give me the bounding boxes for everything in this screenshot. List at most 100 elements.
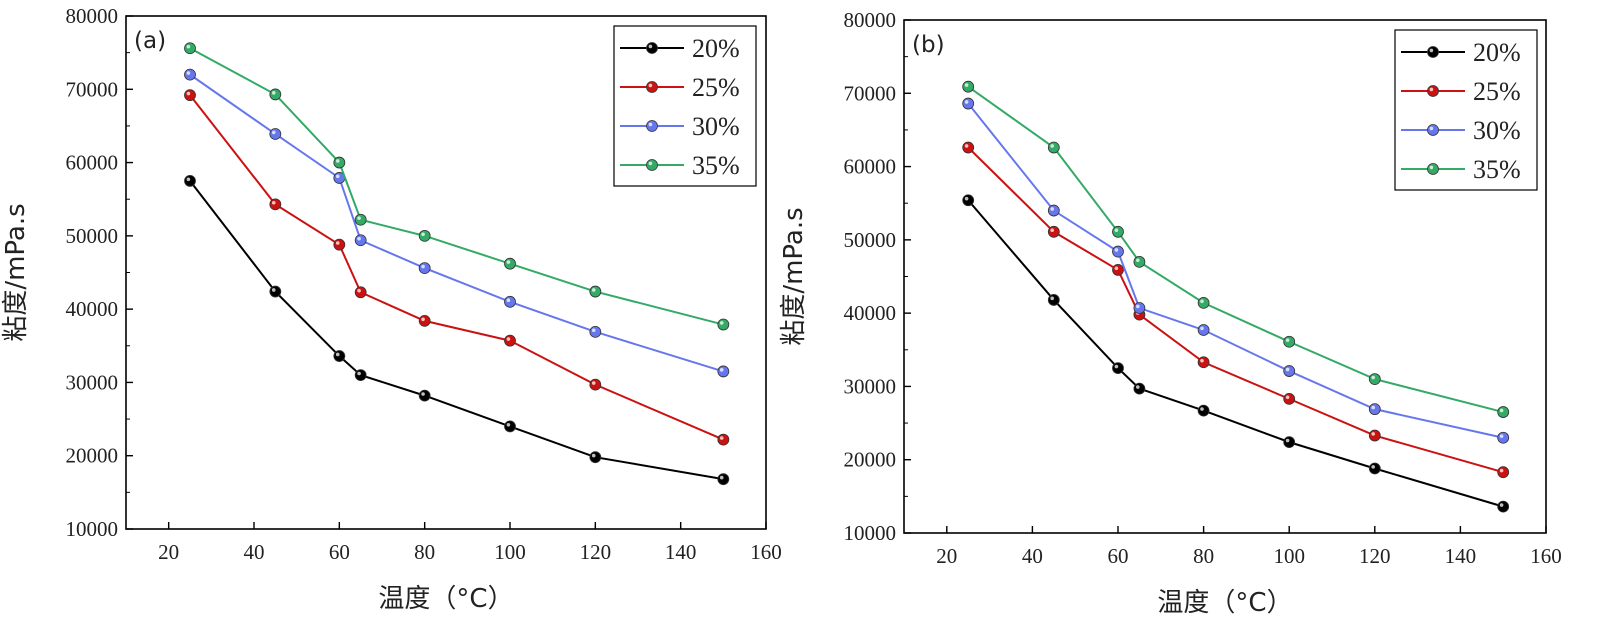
data-point [1133,255,1146,268]
data-point-highlight [591,453,596,458]
legend-marker [1427,46,1439,58]
data-point [269,88,282,101]
data-point-highlight [186,71,191,75]
series-line [189,94,724,441]
series-line [967,146,1504,474]
x-tick-label: 120 [1359,544,1391,568]
data-point [1283,392,1296,405]
legend-marker [646,81,658,93]
data-point-highlight [271,130,276,135]
data-point [418,314,431,327]
data-point-highlight [335,352,340,357]
data-point [333,350,346,362]
legend: 20% 25% 30% 35% [1394,29,1538,191]
data-point [1368,403,1381,416]
data-point [1197,356,1210,369]
panel-label: (a) [134,28,166,54]
x-tick-label: 20 [936,544,957,568]
data-point-highlight [1285,395,1290,400]
data-point [1497,431,1510,444]
data-point-highlight [1050,207,1054,211]
data-point [269,128,282,140]
data-point-highlight [1050,144,1054,148]
data-point [184,174,196,187]
legend-marker-highlight [648,161,653,166]
data-point [1497,500,1510,513]
legend-label: 25% [692,73,740,102]
data-point-highlight [964,144,969,148]
data-point-highlight [1285,367,1290,372]
y-axis-title: 粘度/mPa.s [779,207,809,345]
data-point [269,285,282,298]
data-point [1112,362,1124,375]
data-point [504,420,516,433]
x-tick-label: 80 [414,540,435,564]
data-point [1047,204,1060,217]
legend-marker-highlight [648,83,653,88]
data-point [504,334,516,347]
y-axis-title: 粘度/mPa.s [1,203,31,341]
series-line [189,180,724,481]
data-point-highlight [1499,468,1504,473]
data-point [1368,429,1381,442]
y-tick-label: 70000 [66,77,119,101]
data-point [184,68,196,81]
x-tick-label: 60 [1108,544,1129,568]
x-tick-label: 60 [329,540,350,564]
data-point-highlight [357,216,361,220]
data-point-highlight [186,177,191,182]
y-tick-label: 80000 [66,4,119,28]
y-tick-label: 20000 [66,444,119,468]
data-point [1283,365,1296,377]
data-point [1197,404,1210,417]
data-point-highlight [1200,326,1204,331]
data-point-highlight [1200,407,1204,411]
x-tick-label: 40 [1022,544,1043,568]
data-point-highlight [1499,503,1504,507]
data-point [1497,466,1510,479]
legend-label: 20% [1473,38,1521,67]
data-point-highlight [335,241,340,245]
data-point-highlight [271,200,276,205]
data-point-highlight [421,232,425,237]
data-point-highlight [1499,434,1504,438]
data-point [589,325,602,338]
legend-marker [646,159,658,171]
x-axis-title: 温度（°C） [1157,588,1292,618]
data-point [1368,373,1381,386]
data-point-highlight [271,288,276,292]
data-point [1047,294,1060,306]
y-tick-label: 50000 [844,228,897,252]
data-point-highlight [1114,364,1119,369]
data-point [184,42,196,55]
data-point [1283,436,1296,449]
data-point-highlight [591,381,596,385]
panel-label: (b) [912,32,945,58]
data-point-highlight [506,337,511,341]
data-point-highlight [1371,432,1375,436]
series-line [967,199,1504,508]
y-tick-label: 70000 [844,81,897,105]
data-point-highlight [186,91,191,96]
y-tick-label: 80000 [844,8,897,32]
data-point [418,262,431,275]
series-25pct [962,141,1510,479]
x-tick-label: 140 [1445,544,1477,568]
panel-b: 20 40 60 80 100 120 140 160 10000 20000 30000 40000… [779,8,1562,618]
legend-box [613,25,757,187]
data-point-highlight [506,298,511,303]
data-point-highlight [1114,248,1119,252]
legend-marker-highlight [648,44,653,49]
data-point [962,80,975,93]
data-point [962,194,975,207]
legend-marker-highlight [1429,48,1434,53]
data-point-highlight [591,288,596,292]
data-point [354,234,367,247]
y-tick-label: 60000 [66,151,119,175]
x-axis-title: 温度（°C） [378,584,513,614]
data-point-highlight [964,100,969,104]
data-point-highlight [1285,338,1290,342]
data-point [1133,382,1146,395]
data-point [333,238,346,251]
legend-marker [646,120,658,132]
